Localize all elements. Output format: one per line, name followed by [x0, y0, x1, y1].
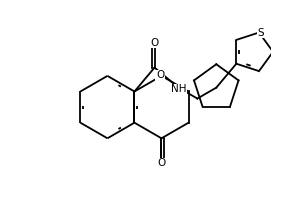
Text: O: O [158, 158, 166, 168]
Text: S: S [258, 28, 265, 38]
Text: O: O [156, 70, 164, 80]
Text: O: O [150, 38, 159, 48]
Text: NH: NH [171, 84, 187, 94]
